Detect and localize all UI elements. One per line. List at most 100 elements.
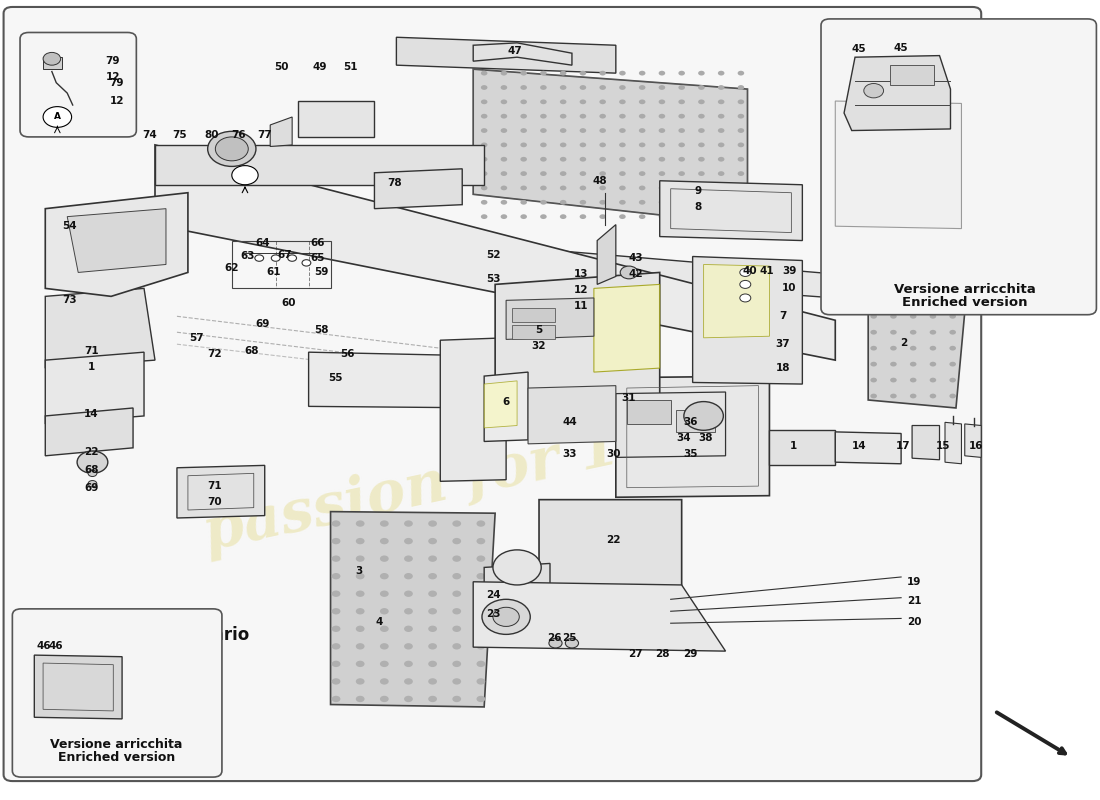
Text: 15: 15 xyxy=(936,442,950,451)
Circle shape xyxy=(500,171,507,176)
Circle shape xyxy=(493,607,519,626)
Circle shape xyxy=(452,520,461,526)
Circle shape xyxy=(930,378,936,382)
Polygon shape xyxy=(298,101,374,137)
Circle shape xyxy=(500,157,507,162)
Circle shape xyxy=(452,608,461,614)
Text: 17: 17 xyxy=(896,442,911,451)
Text: 29: 29 xyxy=(683,649,697,658)
Circle shape xyxy=(500,214,507,219)
Polygon shape xyxy=(473,43,572,65)
Circle shape xyxy=(255,255,264,262)
Text: 22: 22 xyxy=(606,534,620,545)
Circle shape xyxy=(355,643,364,650)
Polygon shape xyxy=(704,265,769,338)
Polygon shape xyxy=(43,57,62,69)
Circle shape xyxy=(520,142,527,147)
Circle shape xyxy=(355,538,364,544)
Text: 61: 61 xyxy=(266,267,280,278)
Circle shape xyxy=(560,99,566,104)
Polygon shape xyxy=(473,582,726,651)
Text: 68: 68 xyxy=(84,465,99,475)
Circle shape xyxy=(476,608,485,614)
Text: A: A xyxy=(241,170,249,180)
Polygon shape xyxy=(396,38,616,73)
Text: 35: 35 xyxy=(683,450,697,459)
Circle shape xyxy=(600,128,606,133)
Circle shape xyxy=(428,678,437,685)
Circle shape xyxy=(540,200,547,205)
Circle shape xyxy=(476,696,485,702)
Circle shape xyxy=(560,214,566,219)
Circle shape xyxy=(560,70,566,75)
Circle shape xyxy=(679,114,685,118)
Polygon shape xyxy=(271,117,293,146)
Polygon shape xyxy=(45,352,144,424)
Text: 47: 47 xyxy=(507,46,522,56)
Polygon shape xyxy=(835,101,961,229)
Circle shape xyxy=(679,70,685,75)
Circle shape xyxy=(404,696,412,702)
Bar xyxy=(890,65,934,85)
Circle shape xyxy=(738,171,745,176)
Circle shape xyxy=(698,142,705,147)
Circle shape xyxy=(870,298,877,302)
Circle shape xyxy=(600,114,606,118)
Circle shape xyxy=(659,142,666,147)
Circle shape xyxy=(600,142,606,147)
Circle shape xyxy=(500,85,507,90)
Text: 36: 36 xyxy=(683,418,697,427)
Circle shape xyxy=(580,70,586,75)
Circle shape xyxy=(452,696,461,702)
Circle shape xyxy=(355,626,364,632)
Circle shape xyxy=(930,346,936,350)
Polygon shape xyxy=(868,281,967,408)
Polygon shape xyxy=(177,466,265,518)
Circle shape xyxy=(379,678,388,685)
Circle shape xyxy=(639,186,646,190)
Polygon shape xyxy=(528,386,616,444)
Circle shape xyxy=(481,99,487,104)
Polygon shape xyxy=(67,209,166,273)
Text: 46: 46 xyxy=(36,641,51,650)
Polygon shape xyxy=(945,422,961,464)
Polygon shape xyxy=(484,245,835,298)
Circle shape xyxy=(580,171,586,176)
Text: passion for 1:18: passion for 1:18 xyxy=(199,398,726,562)
Text: 28: 28 xyxy=(654,649,669,658)
Polygon shape xyxy=(495,273,660,418)
Circle shape xyxy=(890,378,896,382)
Polygon shape xyxy=(155,145,484,185)
Text: 3: 3 xyxy=(355,566,363,577)
Polygon shape xyxy=(331,512,495,707)
Circle shape xyxy=(355,590,364,597)
Circle shape xyxy=(332,643,340,650)
Circle shape xyxy=(493,550,541,585)
Circle shape xyxy=(600,214,606,219)
Circle shape xyxy=(659,200,666,205)
Circle shape xyxy=(428,520,437,526)
Circle shape xyxy=(379,555,388,562)
Text: 19: 19 xyxy=(908,577,922,586)
Circle shape xyxy=(565,638,579,648)
Circle shape xyxy=(428,661,437,667)
Circle shape xyxy=(452,678,461,685)
Circle shape xyxy=(684,402,724,430)
Circle shape xyxy=(738,142,745,147)
Circle shape xyxy=(540,128,547,133)
Circle shape xyxy=(619,70,626,75)
Circle shape xyxy=(718,114,725,118)
Text: 68: 68 xyxy=(244,346,258,355)
Circle shape xyxy=(560,200,566,205)
Circle shape xyxy=(379,643,388,650)
Text: 69: 69 xyxy=(85,482,99,493)
Circle shape xyxy=(619,85,626,90)
Circle shape xyxy=(540,214,547,219)
Text: 30: 30 xyxy=(606,450,620,459)
Circle shape xyxy=(619,186,626,190)
Circle shape xyxy=(639,200,646,205)
Circle shape xyxy=(272,255,280,262)
FancyBboxPatch shape xyxy=(12,609,222,777)
Circle shape xyxy=(520,70,527,75)
Circle shape xyxy=(560,142,566,147)
